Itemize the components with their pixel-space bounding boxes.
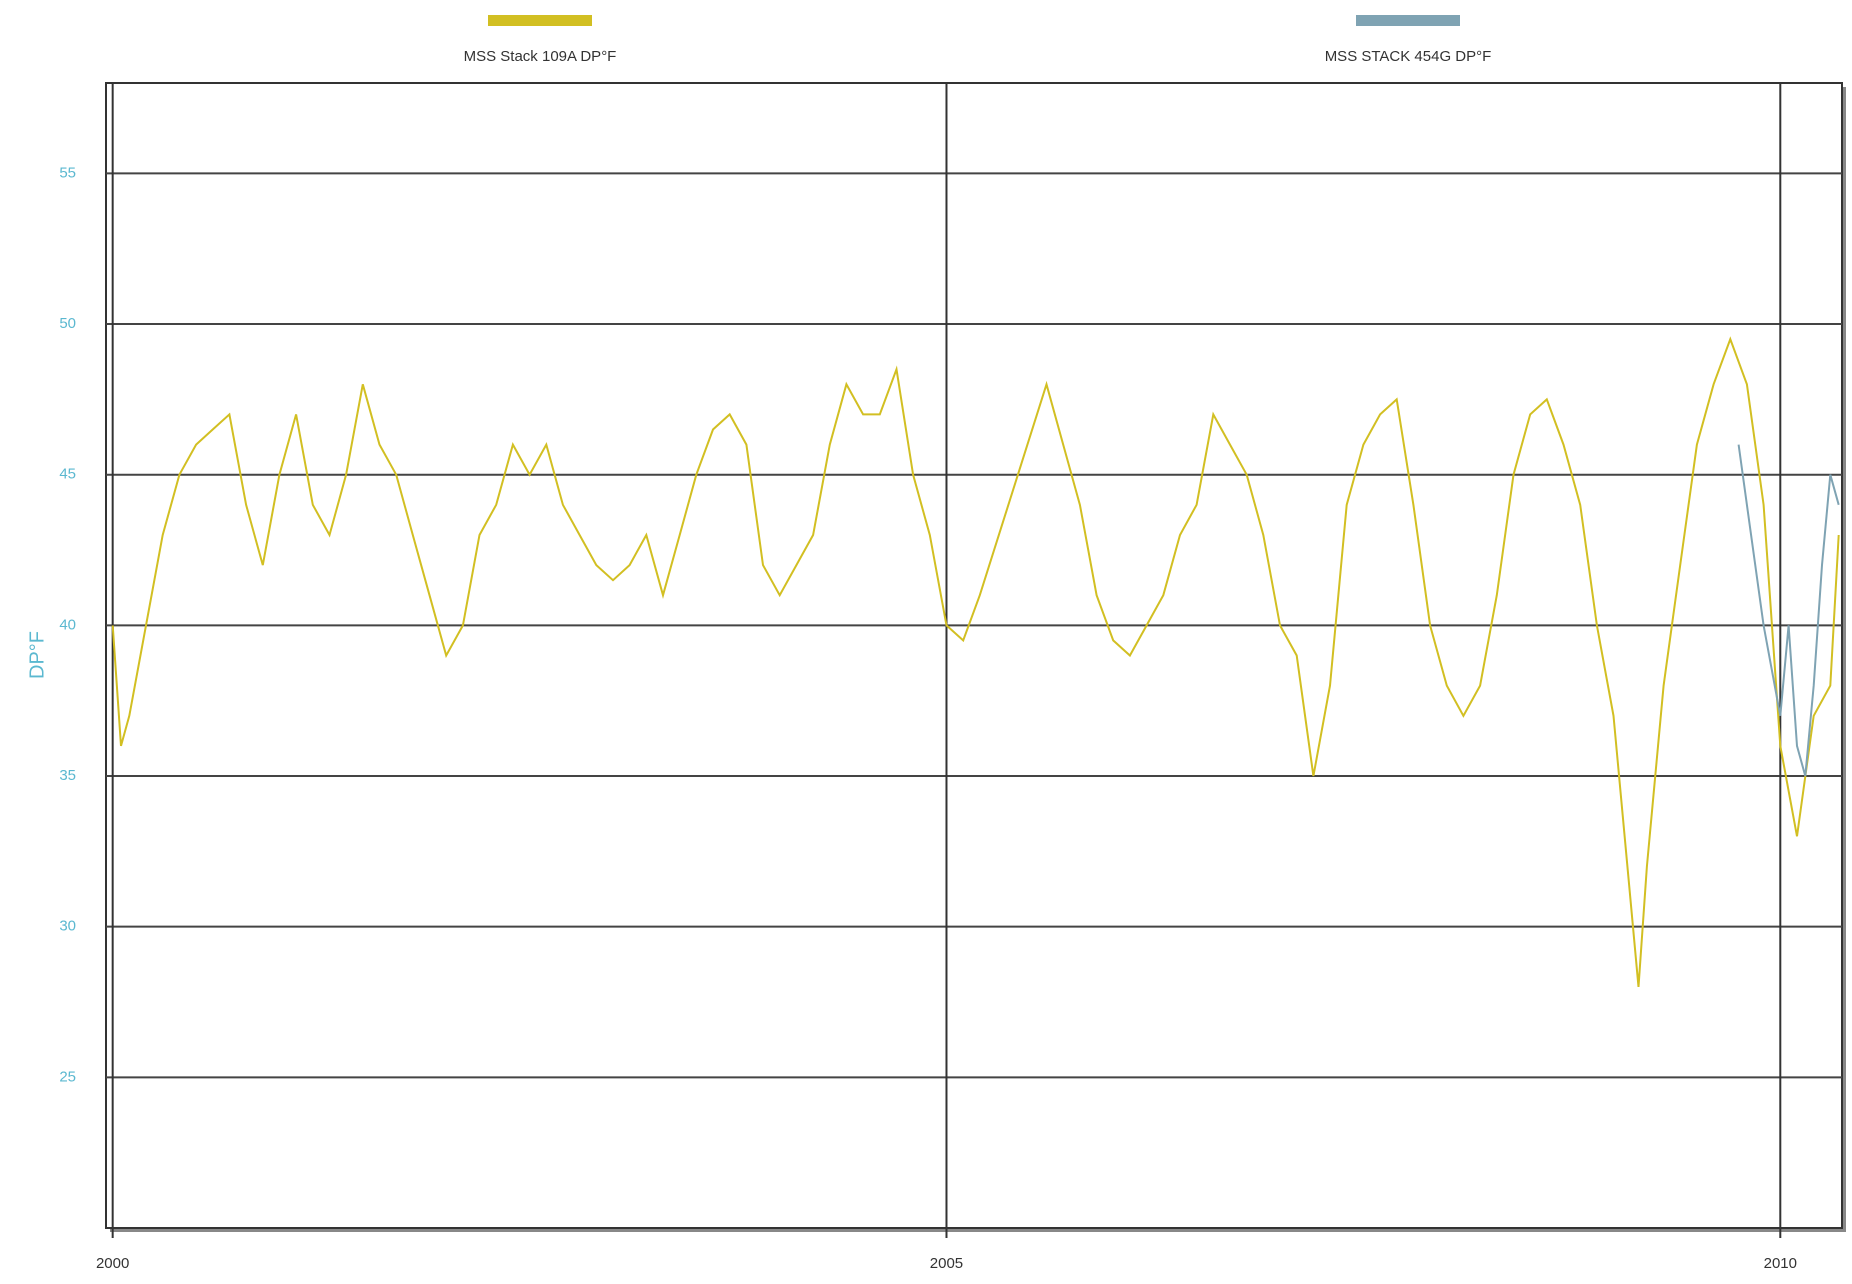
y-tick-label: 55	[59, 164, 76, 181]
y-tick-label: 25	[59, 1068, 76, 1085]
legend-swatch	[1356, 15, 1460, 26]
series-line	[1737, 444, 1840, 777]
x-tick-label: 2010	[1764, 1255, 1797, 1272]
legend-label: MSS Stack 109A DP°F	[464, 48, 617, 65]
y-tick-label: 45	[59, 466, 76, 483]
legend-label: MSS STACK 454G DP°F	[1325, 48, 1492, 65]
y-tick-label: 50	[59, 315, 76, 332]
y-axis-label: DP°F	[26, 631, 48, 679]
legend-swatch	[488, 15, 592, 26]
x-tick-label: 2005	[930, 1255, 963, 1272]
y-tick-label: 35	[59, 767, 76, 784]
y-tick-label: 40	[59, 616, 76, 633]
x-tick-label: 2000	[96, 1255, 129, 1272]
series-line	[111, 336, 1840, 987]
y-tick-label: 30	[59, 918, 76, 935]
plot-area	[105, 82, 1843, 1229]
